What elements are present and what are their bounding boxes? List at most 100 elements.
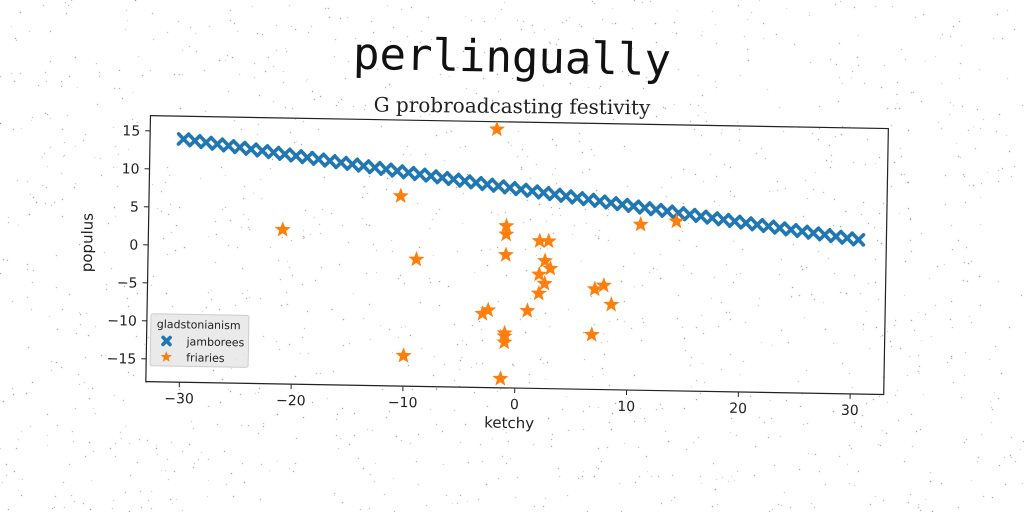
friaries-point (492, 370, 509, 386)
x-axis-label: ketchy (484, 414, 534, 433)
jamborees-point (187, 133, 202, 148)
friaries-point (536, 275, 553, 291)
jamborees-point (277, 147, 292, 162)
x-tick-label: 30 (841, 403, 859, 419)
jamborees-point (345, 157, 360, 172)
y-tick-label: 5 (130, 200, 139, 216)
legend-star-marker (160, 350, 172, 362)
jamborees-point (244, 142, 258, 157)
jamborees-point (390, 164, 405, 178)
jamborees-point (435, 170, 450, 185)
jamborees-point (750, 217, 765, 232)
jamborees-point (784, 222, 798, 237)
jamborees-point (480, 177, 495, 192)
jamborees-point (806, 226, 821, 240)
x-tick-label: 0 (510, 397, 519, 413)
jamborees-point (536, 185, 551, 200)
friaries-point (488, 120, 506, 137)
jamborees-point (649, 202, 663, 217)
jamborees-point (446, 172, 461, 187)
jamborees-point (322, 153, 337, 168)
jamborees-point (199, 135, 213, 150)
x-tick-label: 20 (729, 401, 747, 417)
friaries-point (632, 216, 649, 232)
jamborees-point (379, 162, 393, 177)
jamborees-point (457, 174, 472, 188)
x-tick-label: −30 (164, 391, 194, 408)
jamborees-point (210, 137, 225, 151)
y-axis-label: populus (78, 213, 97, 273)
jamborees-point (559, 189, 573, 204)
friaries-point (395, 347, 412, 363)
jamborees-point (772, 221, 787, 235)
jamborees-point (840, 231, 855, 245)
friaries-point (530, 284, 547, 301)
jamborees-point (266, 145, 281, 160)
jamborees-point (469, 175, 483, 190)
jamborees-point (255, 143, 270, 158)
jamborees-point (570, 190, 585, 205)
jamborees-point (424, 169, 438, 183)
y-tick-label: 10 (122, 161, 140, 177)
jamborees-point (356, 159, 371, 173)
jamborees-point (795, 224, 810, 239)
jamborees-point (592, 194, 607, 209)
jamborees-point (491, 179, 506, 193)
y-tick-label: −15 (107, 351, 137, 368)
jamborees-point (761, 219, 776, 234)
jamborees-point (660, 204, 675, 219)
jamborees-point (817, 227, 832, 242)
jamborees-point (851, 232, 866, 247)
legend-title: gladstonianism (157, 318, 241, 332)
friaries-point (498, 217, 515, 233)
friaries-point (542, 260, 559, 276)
friaries-point (536, 252, 554, 268)
jamborees-point (176, 132, 191, 146)
friaries-point (408, 250, 425, 267)
y-tick-label: 15 (122, 123, 140, 139)
y-tick-label: −10 (107, 313, 137, 330)
friaries-point (474, 305, 491, 321)
jamborees-point (626, 199, 641, 214)
friaries-point (583, 326, 600, 342)
jamborees-point (412, 167, 427, 182)
friaries-point (519, 302, 536, 318)
friaries-point (595, 277, 612, 293)
jamborees-point (502, 180, 517, 195)
jamborees-point (739, 216, 753, 230)
friaries-point (531, 265, 548, 282)
x-tick-label: −20 (276, 393, 306, 410)
friaries-point (603, 296, 620, 312)
jamborees-point (637, 200, 652, 215)
friaries-point (392, 187, 409, 204)
jamborees-point (716, 212, 731, 227)
y-tick-label: −5 (117, 275, 138, 291)
friaries-point (496, 333, 513, 350)
x-tick-label: 10 (617, 399, 635, 415)
jamborees-point (334, 155, 348, 170)
jamborees-point (829, 229, 843, 244)
jamborees-point (581, 192, 596, 207)
legend-box (149, 313, 250, 368)
jamborees-point (514, 182, 528, 197)
jamborees-point (401, 165, 416, 180)
legend-label-friaries: friaries (186, 351, 225, 365)
friaries-point (497, 246, 515, 262)
legend-label-jamborees: jamborees (185, 335, 244, 349)
x-tick-label: −10 (388, 395, 418, 412)
jamborees-point (525, 184, 540, 198)
jamborees-point (705, 211, 720, 225)
jamborees-point (367, 160, 382, 175)
jamborees-point (694, 209, 708, 224)
friaries-point (668, 212, 685, 229)
friaries-point (531, 232, 548, 248)
jamborees-point (682, 207, 697, 222)
friaries-point (540, 232, 557, 249)
friaries-point (480, 301, 497, 318)
jamborees-point (547, 187, 562, 202)
jamborees-point (232, 140, 247, 155)
legend: gladstonianism jamborees friaries (149, 313, 250, 368)
friaries-point (586, 280, 603, 297)
